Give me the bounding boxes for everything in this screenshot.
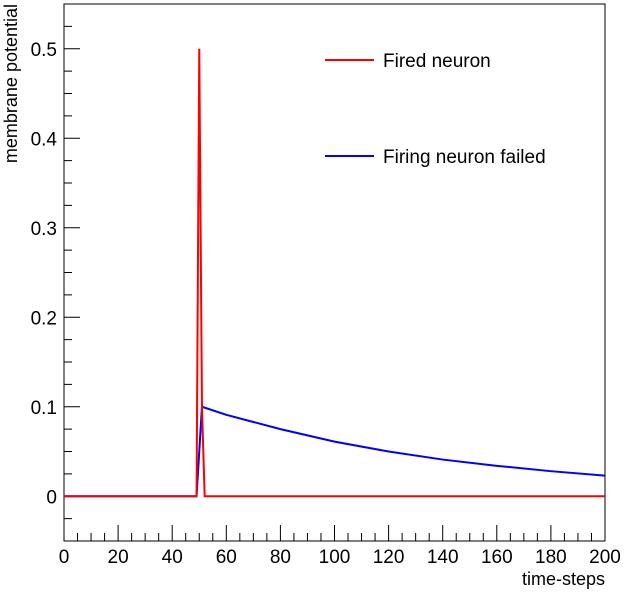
legend-entry: Firing neuron failed: [325, 147, 546, 168]
legend: Fired neuron Firing neuron failed: [325, 51, 546, 168]
legend-label: Firing neuron failed: [383, 147, 546, 168]
x-tick-label: 160: [481, 547, 513, 568]
x-tick-label: 40: [162, 547, 183, 568]
legend-label: Fired neuron: [383, 51, 491, 72]
series-line-1: [64, 48, 605, 498]
series-line-2: [64, 405, 606, 498]
y-tick-label: 0.1: [31, 398, 57, 419]
y-tick-label: 0: [46, 487, 57, 508]
x-tick-label: 120: [373, 547, 405, 568]
x-tick-label: 200: [589, 547, 621, 568]
x-tick-label: 180: [535, 547, 567, 568]
y-tick-label: 0.5: [31, 40, 57, 61]
axis-ticks: [63, 3, 606, 542]
tick-labels: 0 20 40 60 80 100 120 140 160 180 200 0 0.1 0.2 0.3 0.4…: [31, 40, 621, 568]
x-tick-label: 140: [427, 547, 459, 568]
x-tick-label: 60: [216, 547, 237, 568]
y-tick-label: 0.3: [31, 219, 57, 240]
y-axis-label: membrane potential: [1, 4, 21, 163]
x-tick-label: 100: [319, 547, 351, 568]
x-axis-label: time-steps: [522, 569, 605, 589]
plot-frame: [63, 3, 606, 542]
x-tick-label: 20: [108, 547, 129, 568]
x-tick-label: 0: [59, 547, 70, 568]
x-tick-label: 80: [270, 547, 291, 568]
series-lines: [64, 48, 606, 498]
y-tick-label: 0.2: [31, 308, 57, 329]
legend-entry: Fired neuron: [325, 51, 491, 72]
y-tick-label: 0.4: [31, 129, 58, 150]
